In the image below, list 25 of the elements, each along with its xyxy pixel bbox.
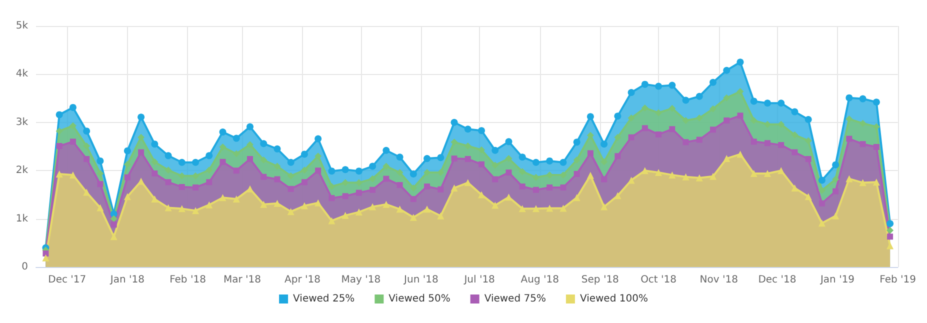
legend-label: Viewed 75% bbox=[484, 294, 546, 304]
x-tick-label: Jan '19 bbox=[819, 274, 855, 286]
x-tick-label: Jul '18 bbox=[463, 274, 495, 286]
legend-label: Viewed 25% bbox=[293, 294, 355, 304]
x-tick-label: May '18 bbox=[341, 274, 381, 286]
x-tick-label: Jun '18 bbox=[403, 274, 438, 286]
x-tick-label: Mar '18 bbox=[223, 274, 261, 286]
x-tick-label: Feb '19 bbox=[880, 274, 916, 286]
x-tick-label: Dec '18 bbox=[758, 274, 796, 286]
x-tick-label: Jan '18 bbox=[109, 274, 144, 286]
x-tick-label: Feb '18 bbox=[170, 274, 206, 286]
x-tick-label: Dec '17 bbox=[48, 274, 86, 286]
y-tick-label: 5k bbox=[16, 20, 28, 32]
x-tick-label: Aug '18 bbox=[520, 274, 559, 286]
x-tick-label: Apr '18 bbox=[284, 274, 320, 286]
y-tick-label: 0 bbox=[22, 262, 28, 272]
y-tick-label: 1k bbox=[16, 213, 28, 224]
legend-label: Viewed 100% bbox=[580, 294, 648, 304]
y-tick-label: 2k bbox=[16, 165, 28, 176]
legend-label: Viewed 50% bbox=[388, 294, 450, 304]
y-tick-label: 3k bbox=[16, 116, 28, 128]
x-tick-label: Sep '18 bbox=[581, 274, 619, 286]
x-tick-label: Oct '18 bbox=[640, 274, 677, 286]
y-tick-label: 4k bbox=[16, 68, 28, 80]
x-tick-label: Nov '18 bbox=[700, 274, 738, 286]
